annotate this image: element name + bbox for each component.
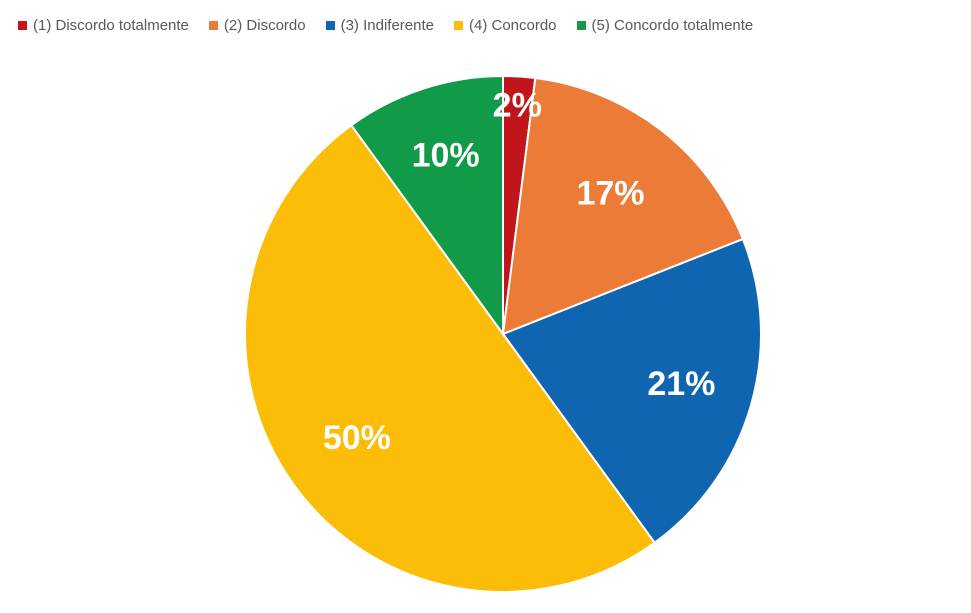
legend-swatch-discordo [208,20,218,30]
legend-item-concordo: (4) Concordo [453,16,557,34]
legend-item-discordo-totalmente: (1) Discordo totalmente [18,17,189,34]
legend-label-concordo-totalmente: (5) Concordo totalmente [591,16,754,34]
legend-label-discordo-totalmente: (1) Discordo totalmente [33,16,189,34]
data-label-discordo-totalmente: 2% [493,86,542,124]
legend-swatch-indiferente [325,20,335,30]
legend-label-indiferente: (3) Indiferente [340,16,434,34]
pie-slice-indiferente [501,237,762,545]
legend-item-discordo: (2) Discordo [208,16,306,34]
pie-slice-concordo [244,123,657,593]
pie-slice-concordo-totalmente [349,74,504,338]
legend-item-concordo-totalmente: (5) Concordo totalmente [576,16,754,34]
data-label-discordo: 17% [576,174,644,212]
legend-label-discordo: (2) Discordo [223,16,306,34]
chart-legend: (1) Discordo totalmente (2) Discordo (3)… [18,12,963,38]
data-label-concordo-totalmente: 10% [412,136,480,174]
legend-item-indiferente: (3) Indiferente [325,16,434,34]
legend-swatch-discordo-totalmente [18,20,27,30]
legend-label-concordo: (4) Concordo [468,16,557,34]
data-label-indiferente: 21% [647,365,715,403]
legend-swatch-concordo [453,20,463,30]
data-label-concordo: 50% [323,419,391,457]
legend-swatch-concordo-totalmente [576,20,586,30]
pie-slice-discordo [501,76,745,336]
